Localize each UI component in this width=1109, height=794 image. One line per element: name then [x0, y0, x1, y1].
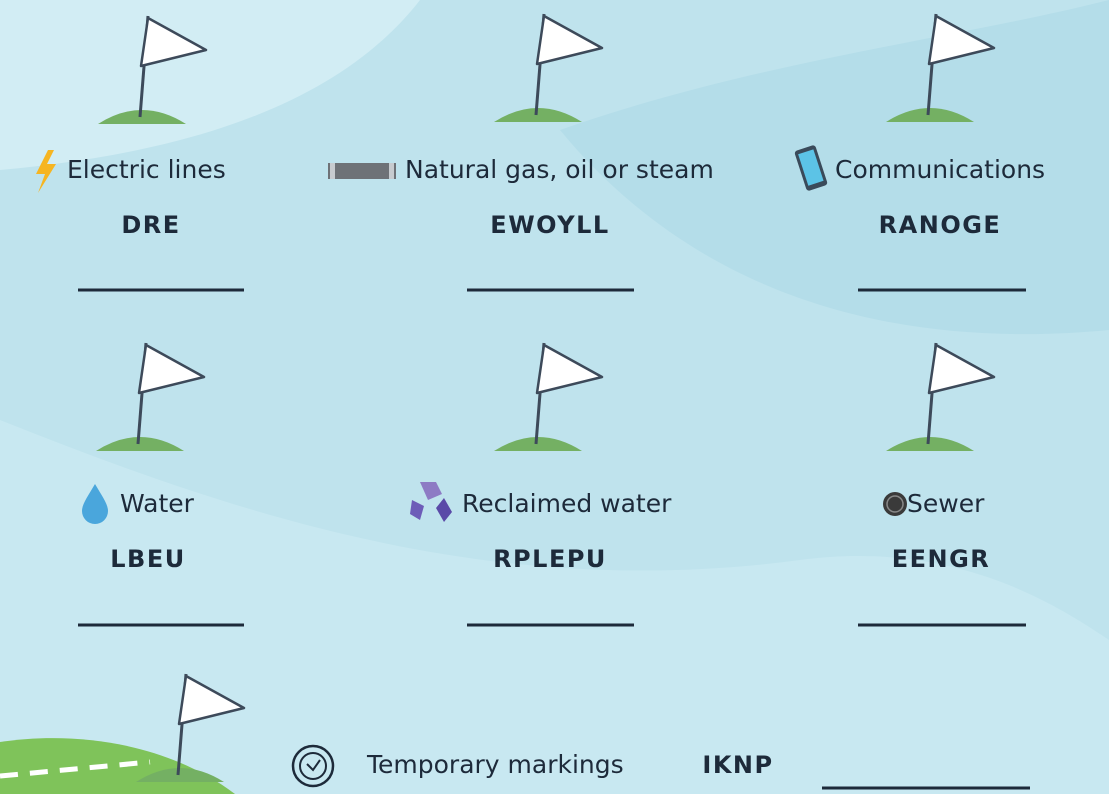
- scrambled-word: DRE: [121, 211, 180, 239]
- scrambled-word: RPLEPU: [493, 545, 607, 573]
- utility-label: Sewer: [907, 489, 985, 518]
- scrambled-word: EENGR: [892, 545, 991, 573]
- utility-label: Communications: [835, 155, 1045, 184]
- scrambled-word: RANOGE: [879, 211, 1002, 239]
- scrambled-word: EWOYLL: [490, 211, 609, 239]
- utility-label: Reclaimed water: [462, 489, 672, 518]
- worksheet: Electric lines Natural gas, oil or steam…: [0, 0, 1109, 794]
- utility-label: Water: [120, 489, 195, 518]
- scrambled-word: IKNP: [702, 751, 773, 779]
- scrambled-word: LBEU: [110, 545, 185, 573]
- utility-label: Natural gas, oil or steam: [405, 155, 714, 184]
- utility-label: Electric lines: [67, 155, 226, 184]
- utility-label: Temporary markings: [366, 750, 624, 779]
- pipe-icon: [389, 163, 394, 179]
- pipe-icon: [328, 163, 396, 179]
- pipe-icon: [330, 163, 335, 179]
